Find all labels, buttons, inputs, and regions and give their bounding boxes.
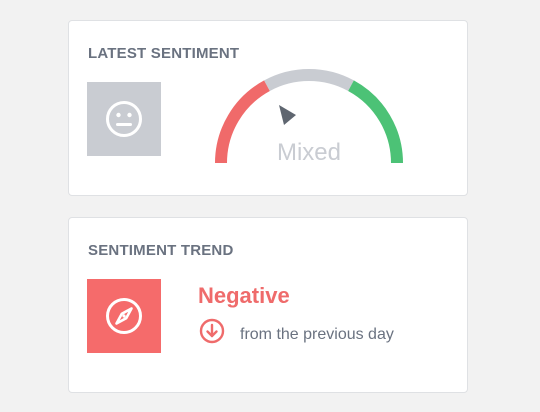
gauge-label: Mixed (276, 139, 342, 166)
latest-sentiment-title: LATEST SENTIMENT (88, 45, 240, 62)
compass-icon (106, 298, 142, 334)
gauge-segment-mixed (264, 69, 354, 92)
trend-value: Negative (198, 283, 290, 308)
arrow-down-circle-icon (199, 318, 225, 344)
gauge-segment-negative (215, 80, 270, 164)
trend-icon-tile (87, 279, 161, 353)
latest-sentiment-card: LATEST SENTIMENT Mixed (68, 20, 468, 196)
sentiment-trend-title: SENTIMENT TREND (88, 242, 234, 259)
sentiment-face-tile (87, 82, 161, 156)
gauge-segment-positive (348, 80, 403, 164)
neutral-face-icon (106, 101, 142, 137)
gauge-pointer (279, 105, 296, 125)
sentiment-gauge (215, 69, 403, 164)
sentiment-trend-card: SENTIMENT TREND Negative from the previo… (68, 217, 468, 393)
trend-caption: from the previous day (240, 326, 394, 343)
